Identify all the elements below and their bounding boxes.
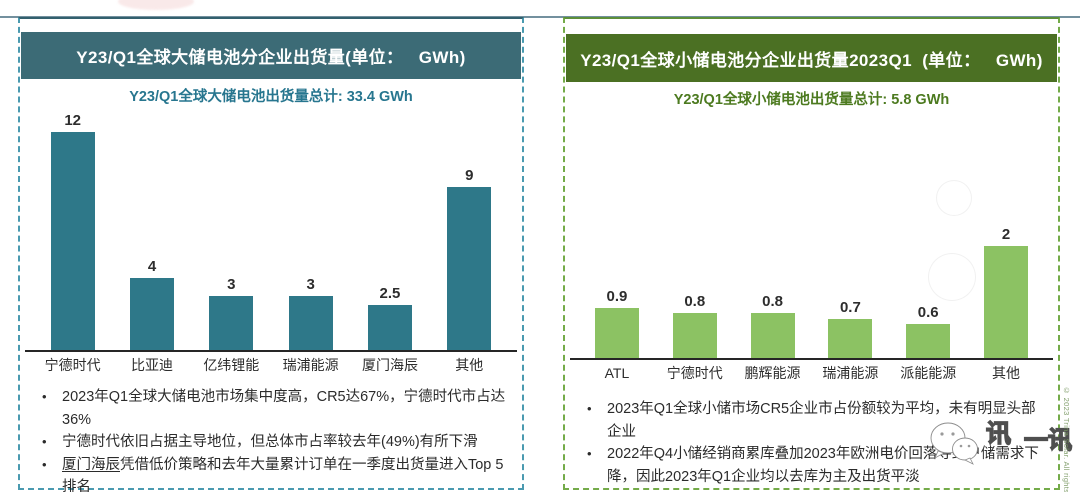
bar-value-label: 0.8 — [762, 293, 783, 311]
category-label: 宁德时代 — [666, 365, 723, 381]
small-storage-category-axis: ATL 宁德时代 鹏辉能源 瑞浦能源 派能能源 其他 — [570, 360, 1053, 386]
bullet-item: • 2022年Q4小储经销商累库叠加2023年欧洲电价回落导致户储需求下降，因此2… — [587, 443, 1046, 488]
bar-group: 0.8 — [656, 293, 734, 358]
bar-value-label: 2 — [1001, 226, 1011, 243]
bar — [828, 318, 873, 358]
bar-value-label: 9 — [465, 166, 474, 184]
bar-value-label: 0.9 — [606, 287, 628, 305]
bar-group: 2 — [967, 226, 1045, 358]
bar-group: 0.6 — [889, 304, 967, 358]
bar-value-label: 3 — [306, 275, 315, 293]
bar-value-label: 0.8 — [684, 293, 706, 311]
bullet-marker: • — [42, 434, 47, 450]
small-storage-total-label: Y23/Q1全球小储电池出货量总计: 5.8 GWh — [673, 92, 950, 108]
small-storage-chart-title: Y23/Q1全球小储电池分企业出货量2023Q1 (单位： GWh) — [566, 34, 1057, 82]
wechat-logo-icon — [928, 420, 980, 473]
small-storage-bar-chart: 0.9 0.8 0.8 0.7 0.6 2 — [570, 115, 1053, 360]
category-label: 瑞浦能源 — [282, 357, 339, 374]
bullet-item: • 2023年Q1全球大储电池市场集中度高，CR5达67%，宁德时代市占达36% — [42, 386, 510, 431]
category-label: 比亚迪 — [130, 357, 173, 374]
watermark-text: 讯 — [985, 419, 1012, 448]
bar — [50, 132, 95, 351]
category-label: 厦门海辰 — [361, 357, 418, 374]
bar — [672, 313, 717, 358]
bullet-text: 2023年Q1全球大储电池市场集中度高，CR5达67%，宁德时代市占达36% — [62, 389, 506, 428]
bar — [984, 246, 1029, 358]
category-label: 其他 — [455, 357, 484, 374]
bullet-item: • 厦门海辰凭借低价策略和去年大量累计订单在一季度出货量进入Top 5排名 — [42, 454, 510, 492]
bullet-item: • 2023年Q1全球小储市场CR5企业市占份额较为平均，未有明显头部企业 — [587, 398, 1046, 443]
bar-value-label: 0.6 — [917, 304, 939, 322]
category-label: 亿纬锂能 — [203, 357, 260, 374]
bullet-text: 2023年Q1全球小储市场CR5企业市占份额较为平均，未有明显头部企业 — [607, 401, 1036, 440]
large-storage-total-label: Y23/Q1全球大储电池出货量总计: 33.4 GWh — [129, 89, 413, 105]
bar-group: 3 — [192, 276, 271, 351]
bar-group: 12 — [33, 112, 112, 351]
bar-group: 0.8 — [734, 293, 812, 358]
top-divider-line — [0, 16, 1080, 18]
bar-value-label: 4 — [147, 257, 157, 275]
category-label: 其他 — [992, 365, 1021, 381]
bullet-marker: • — [42, 456, 47, 472]
bar — [209, 295, 254, 351]
category-label: 宁德时代 — [44, 357, 101, 374]
bar-group: 3 — [271, 276, 350, 351]
copyright-vertical-text: © 2023 Trina Solar. All rights reserved. — [1062, 386, 1071, 492]
bullet-text: 厦门海辰凭借低价策略和去年大量累计订单在一季度出货量进入Top 5排名 — [62, 456, 504, 492]
large-storage-bullet-list: • 2023年Q1全球大储电池市场集中度高，CR5达67%，宁德时代市占达36% •… — [20, 378, 522, 492]
bar — [594, 307, 639, 358]
small-storage-bullet-list: • 2023年Q1全球小储市场CR5企业市占份额较为平均，未有明显头部企业 • 202… — [565, 386, 1058, 488]
bullet-item: • 宁德时代依旧占据主导地位，但总体市占率较去年(49%)有所下滑 — [42, 431, 510, 454]
bar-group: 0.9 — [578, 288, 656, 358]
category-label: 鹏辉能源 — [744, 365, 801, 381]
bar-group: 4 — [112, 258, 191, 351]
bar — [750, 313, 795, 358]
large-storage-bar-chart: 12 4 3 3 2.5 9 — [25, 112, 517, 353]
bullet-text: 宁德时代依旧占据主导地位，但总体市占率较去年(49%)有所下滑 — [62, 434, 478, 451]
large-storage-category-axis: 宁德时代 比亚迪 亿纬锂能 瑞浦能源 厦门海辰 其他 — [25, 352, 517, 378]
bar-group: 0.7 — [811, 299, 889, 358]
watermark-text: 一讯 — [1023, 426, 1072, 454]
category-label: ATL — [604, 365, 630, 381]
bullet-marker: • — [587, 401, 592, 416]
category-label: 瑞浦能源 — [822, 365, 879, 381]
watermark-ghost-circle — [936, 180, 972, 216]
bar-group: 9 — [430, 167, 509, 351]
bar-group: 2.5 — [350, 285, 429, 351]
large-storage-chart-title: Y23/Q1全球大储电池分企业出货量(单位： GWh) — [21, 32, 521, 79]
bar — [447, 186, 492, 351]
bar-value-label: 3 — [227, 275, 236, 293]
bar — [288, 295, 333, 351]
small-storage-panel: Y23/Q1全球小储电池分企业出货量2023Q1 (单位： GWh) Y23/Q… — [563, 17, 1060, 490]
bullet-marker: • — [587, 446, 592, 461]
pink-smudge-artifact — [118, 0, 194, 10]
bar — [129, 277, 174, 351]
bar — [367, 304, 412, 351]
bar — [906, 324, 951, 358]
category-label: 派能能源 — [900, 365, 957, 381]
bar-value-label: 0.7 — [839, 298, 861, 316]
bar-value-label: 2.5 — [379, 284, 401, 302]
bar-value-label: 12 — [64, 112, 81, 129]
large-storage-panel: Y23/Q1全球大储电池分企业出货量(单位： GWh) Y23/Q1全球大储电池… — [18, 17, 524, 492]
bullet-marker: • — [42, 389, 47, 405]
watermark-ghost-circle — [928, 253, 976, 301]
bullet-text: 2022年Q4小储经销商累库叠加2023年欧洲电价回落导致户储需求下降，因此20… — [607, 446, 1039, 485]
